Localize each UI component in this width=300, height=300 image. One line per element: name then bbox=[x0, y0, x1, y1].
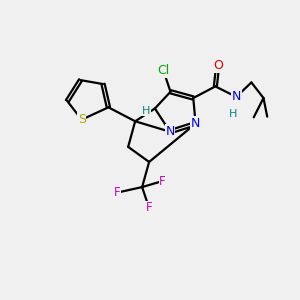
Text: F: F bbox=[146, 202, 152, 214]
Text: N: N bbox=[165, 125, 175, 138]
Text: F: F bbox=[159, 175, 166, 188]
Text: H: H bbox=[229, 109, 238, 118]
Text: O: O bbox=[213, 59, 223, 72]
Text: Cl: Cl bbox=[158, 64, 169, 77]
Text: F: F bbox=[114, 186, 120, 199]
Text: H: H bbox=[142, 106, 151, 116]
Text: S: S bbox=[78, 113, 86, 126]
Text: N: N bbox=[232, 90, 241, 104]
Text: N: N bbox=[191, 117, 200, 130]
